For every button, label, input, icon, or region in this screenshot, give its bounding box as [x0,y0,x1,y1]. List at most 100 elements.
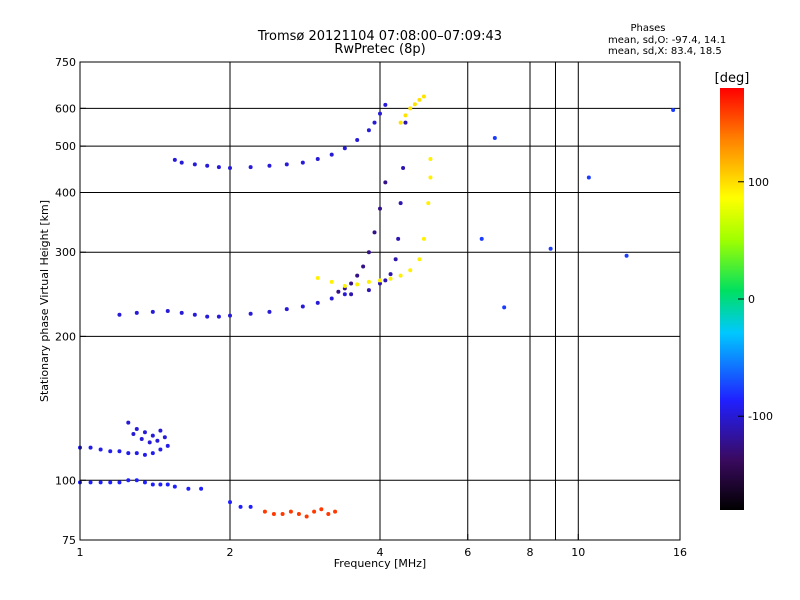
data-point-6-0 [172,157,177,162]
data-point-0-2 [98,480,103,485]
data-point-6-2 [192,162,197,167]
x-tick-label: 10 [571,546,585,559]
colorbar-tick-label: 100 [748,176,769,189]
data-point-8-5 [393,257,398,262]
data-point-6-7 [267,163,272,168]
data-point-6-8 [284,162,289,167]
data-point-10-1 [403,113,408,118]
data-point-9-13 [428,157,433,162]
x-tick-label: 6 [464,546,471,559]
data-point-8-9 [403,120,408,125]
y-tick-label: 600 [55,102,76,115]
data-point-7-5 [366,250,371,255]
phase-stats-o: mean, sd,O: -97.4, 14.1 [608,35,726,46]
colorbar-ticks: 100 0 -100 [738,176,773,423]
data-point-2-9 [162,435,167,440]
data-point-5-12 [300,304,305,309]
data-point-5-10 [267,309,272,314]
data-point-2-1 [131,431,136,436]
data-point-6-9 [300,160,305,165]
data-point-8-2 [378,281,382,286]
data-point-7-8 [383,180,388,185]
data-point-8-6 [396,236,401,241]
data-point-11-4 [586,175,591,180]
data-point-1-2 [98,447,103,452]
data-point-6-10 [315,157,320,162]
y-tick-label: 100 [55,474,76,487]
data-point-4-1 [271,512,276,517]
data-point-6-15 [372,120,377,125]
data-point-9-8 [408,268,413,273]
grid-lines [80,62,680,540]
y-tick-label: 750 [55,56,76,69]
data-point-4-4 [296,512,301,517]
data-point-6-6 [248,165,253,170]
data-point-6-13 [355,138,360,143]
data-point-4-6 [312,509,317,514]
data-point-6-17 [383,102,388,107]
data-point-3-1 [186,486,191,491]
data-point-1-1 [88,445,93,450]
x-tick-label: 2 [227,546,234,559]
data-point-4-3 [288,509,293,514]
data-point-7-4 [361,264,366,269]
data-point-4-7 [319,507,324,512]
data-point-0-10 [165,482,170,487]
data-point-3-4 [238,504,243,509]
data-point-9-3 [355,282,360,287]
data-point-10-3 [412,102,417,107]
y-tick-label: 75 [62,534,76,547]
data-point-7-7 [378,206,382,211]
x-tick-label: 16 [673,546,687,559]
data-point-9-5 [378,278,382,283]
data-point-11-0 [479,236,484,241]
data-point-2-6 [150,433,155,438]
colorbar-label: [deg] [715,71,750,86]
data-point-6-16 [378,111,382,116]
data-point-0-5 [126,478,131,483]
data-point-4-9 [333,509,338,514]
data-point-10-5 [421,94,426,99]
data-point-2-7 [155,438,160,443]
x-tick-label: 4 [377,546,384,559]
colorbar-tick-label: -100 [748,410,773,423]
chart-title: Tromsø 20121104 07:08:00–07:09:43 [257,29,502,44]
data-point-11-2 [502,305,507,310]
y-tick-label: 300 [55,246,76,259]
data-point-5-1 [134,310,139,315]
data-point-5-9 [248,311,253,316]
data-point-9-2 [342,283,347,288]
data-point-7-6 [372,230,377,235]
data-point-9-4 [366,279,371,284]
x-axis-label: Frequency [MHz] [334,557,426,570]
data-points [78,94,676,519]
y-tick-label: 400 [55,186,76,199]
data-point-6-14 [366,128,371,133]
data-point-9-6 [388,276,393,281]
data-point-1-4 [117,449,122,454]
data-point-6-12 [342,146,347,151]
data-point-5-7 [216,314,221,319]
data-point-0-4 [117,480,122,485]
data-point-1-7 [142,452,147,457]
y-axis-label: Stationary phase Virtual Height [km] [38,200,51,402]
y-tick-label: 200 [55,330,76,343]
data-point-8-1 [366,288,371,293]
data-point-5-4 [179,310,184,315]
x-tick-label: 8 [527,546,534,559]
data-point-1-9 [158,447,163,452]
colorbar-tick-label: 0 [748,293,755,306]
data-point-11-5 [624,253,629,258]
data-point-0-7 [142,480,147,485]
phase-stats-heading: Phases [630,23,665,34]
data-point-10-0 [398,120,403,125]
data-point-6-1 [179,160,184,165]
data-point-4-8 [326,512,331,517]
data-point-9-10 [421,236,426,241]
data-point-6-3 [205,163,210,168]
data-point-2-4 [142,430,147,435]
data-point-4-5 [304,514,309,519]
data-point-0-8 [150,482,155,487]
x-axis: 1 2 4 6 8 10 16 [77,534,687,559]
